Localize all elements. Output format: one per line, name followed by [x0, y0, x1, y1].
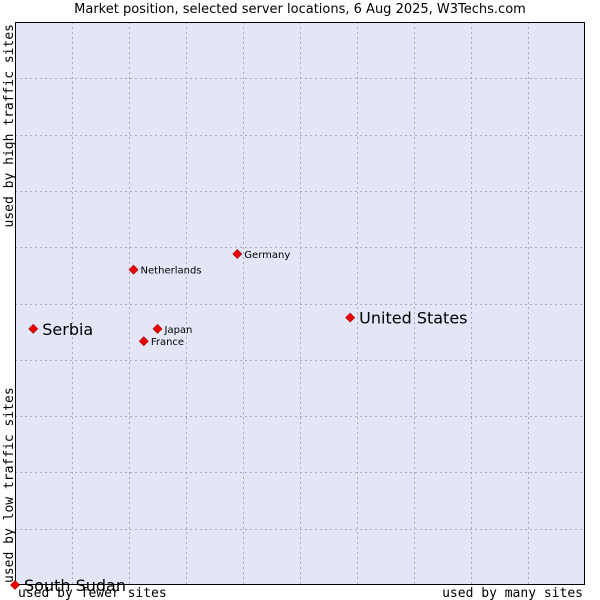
- y-axis-label-low: used by low traffic sites: [2, 387, 17, 583]
- grid-layer: [15, 22, 585, 585]
- point-label-france: France: [151, 337, 184, 348]
- plot-frame: [15, 22, 585, 585]
- data-point-netherlands: Netherlands: [128, 264, 202, 277]
- point-label-united-states: United States: [359, 309, 467, 328]
- chart-title: Market position, selected server locatio…: [74, 2, 526, 17]
- data-point-japan: Japan: [152, 323, 193, 336]
- data-point-united-states: United States: [345, 309, 468, 328]
- point-label-netherlands: Netherlands: [141, 266, 202, 277]
- data-point-south-sudan: South Sudan: [10, 576, 126, 595]
- point-marker-united-states: [345, 312, 356, 323]
- point-marker-serbia: [28, 323, 39, 334]
- x-axis-label-low: used by fewer sites: [18, 586, 167, 600]
- point-marker-france: [138, 336, 149, 347]
- point-label-germany: Germany: [244, 250, 290, 261]
- y-axis-label-high: used by high traffic sites: [2, 24, 17, 228]
- points-layer: United States Serbia South Sudan Germany Net…: [10, 249, 468, 595]
- point-marker-japan: [152, 323, 163, 334]
- point-marker-netherlands: [128, 264, 139, 275]
- point-marker-germany: [232, 249, 243, 259]
- point-marker-south-sudan: [10, 580, 20, 590]
- point-label-serbia: Serbia: [42, 320, 93, 339]
- data-point-france: France: [138, 336, 184, 348]
- x-axis-label-high: used by many sites: [442, 586, 583, 600]
- data-point-germany: Germany: [232, 249, 290, 261]
- data-point-serbia: Serbia: [28, 320, 93, 339]
- point-label-south-sudan: South Sudan: [24, 576, 126, 595]
- point-label-japan: Japan: [164, 325, 193, 336]
